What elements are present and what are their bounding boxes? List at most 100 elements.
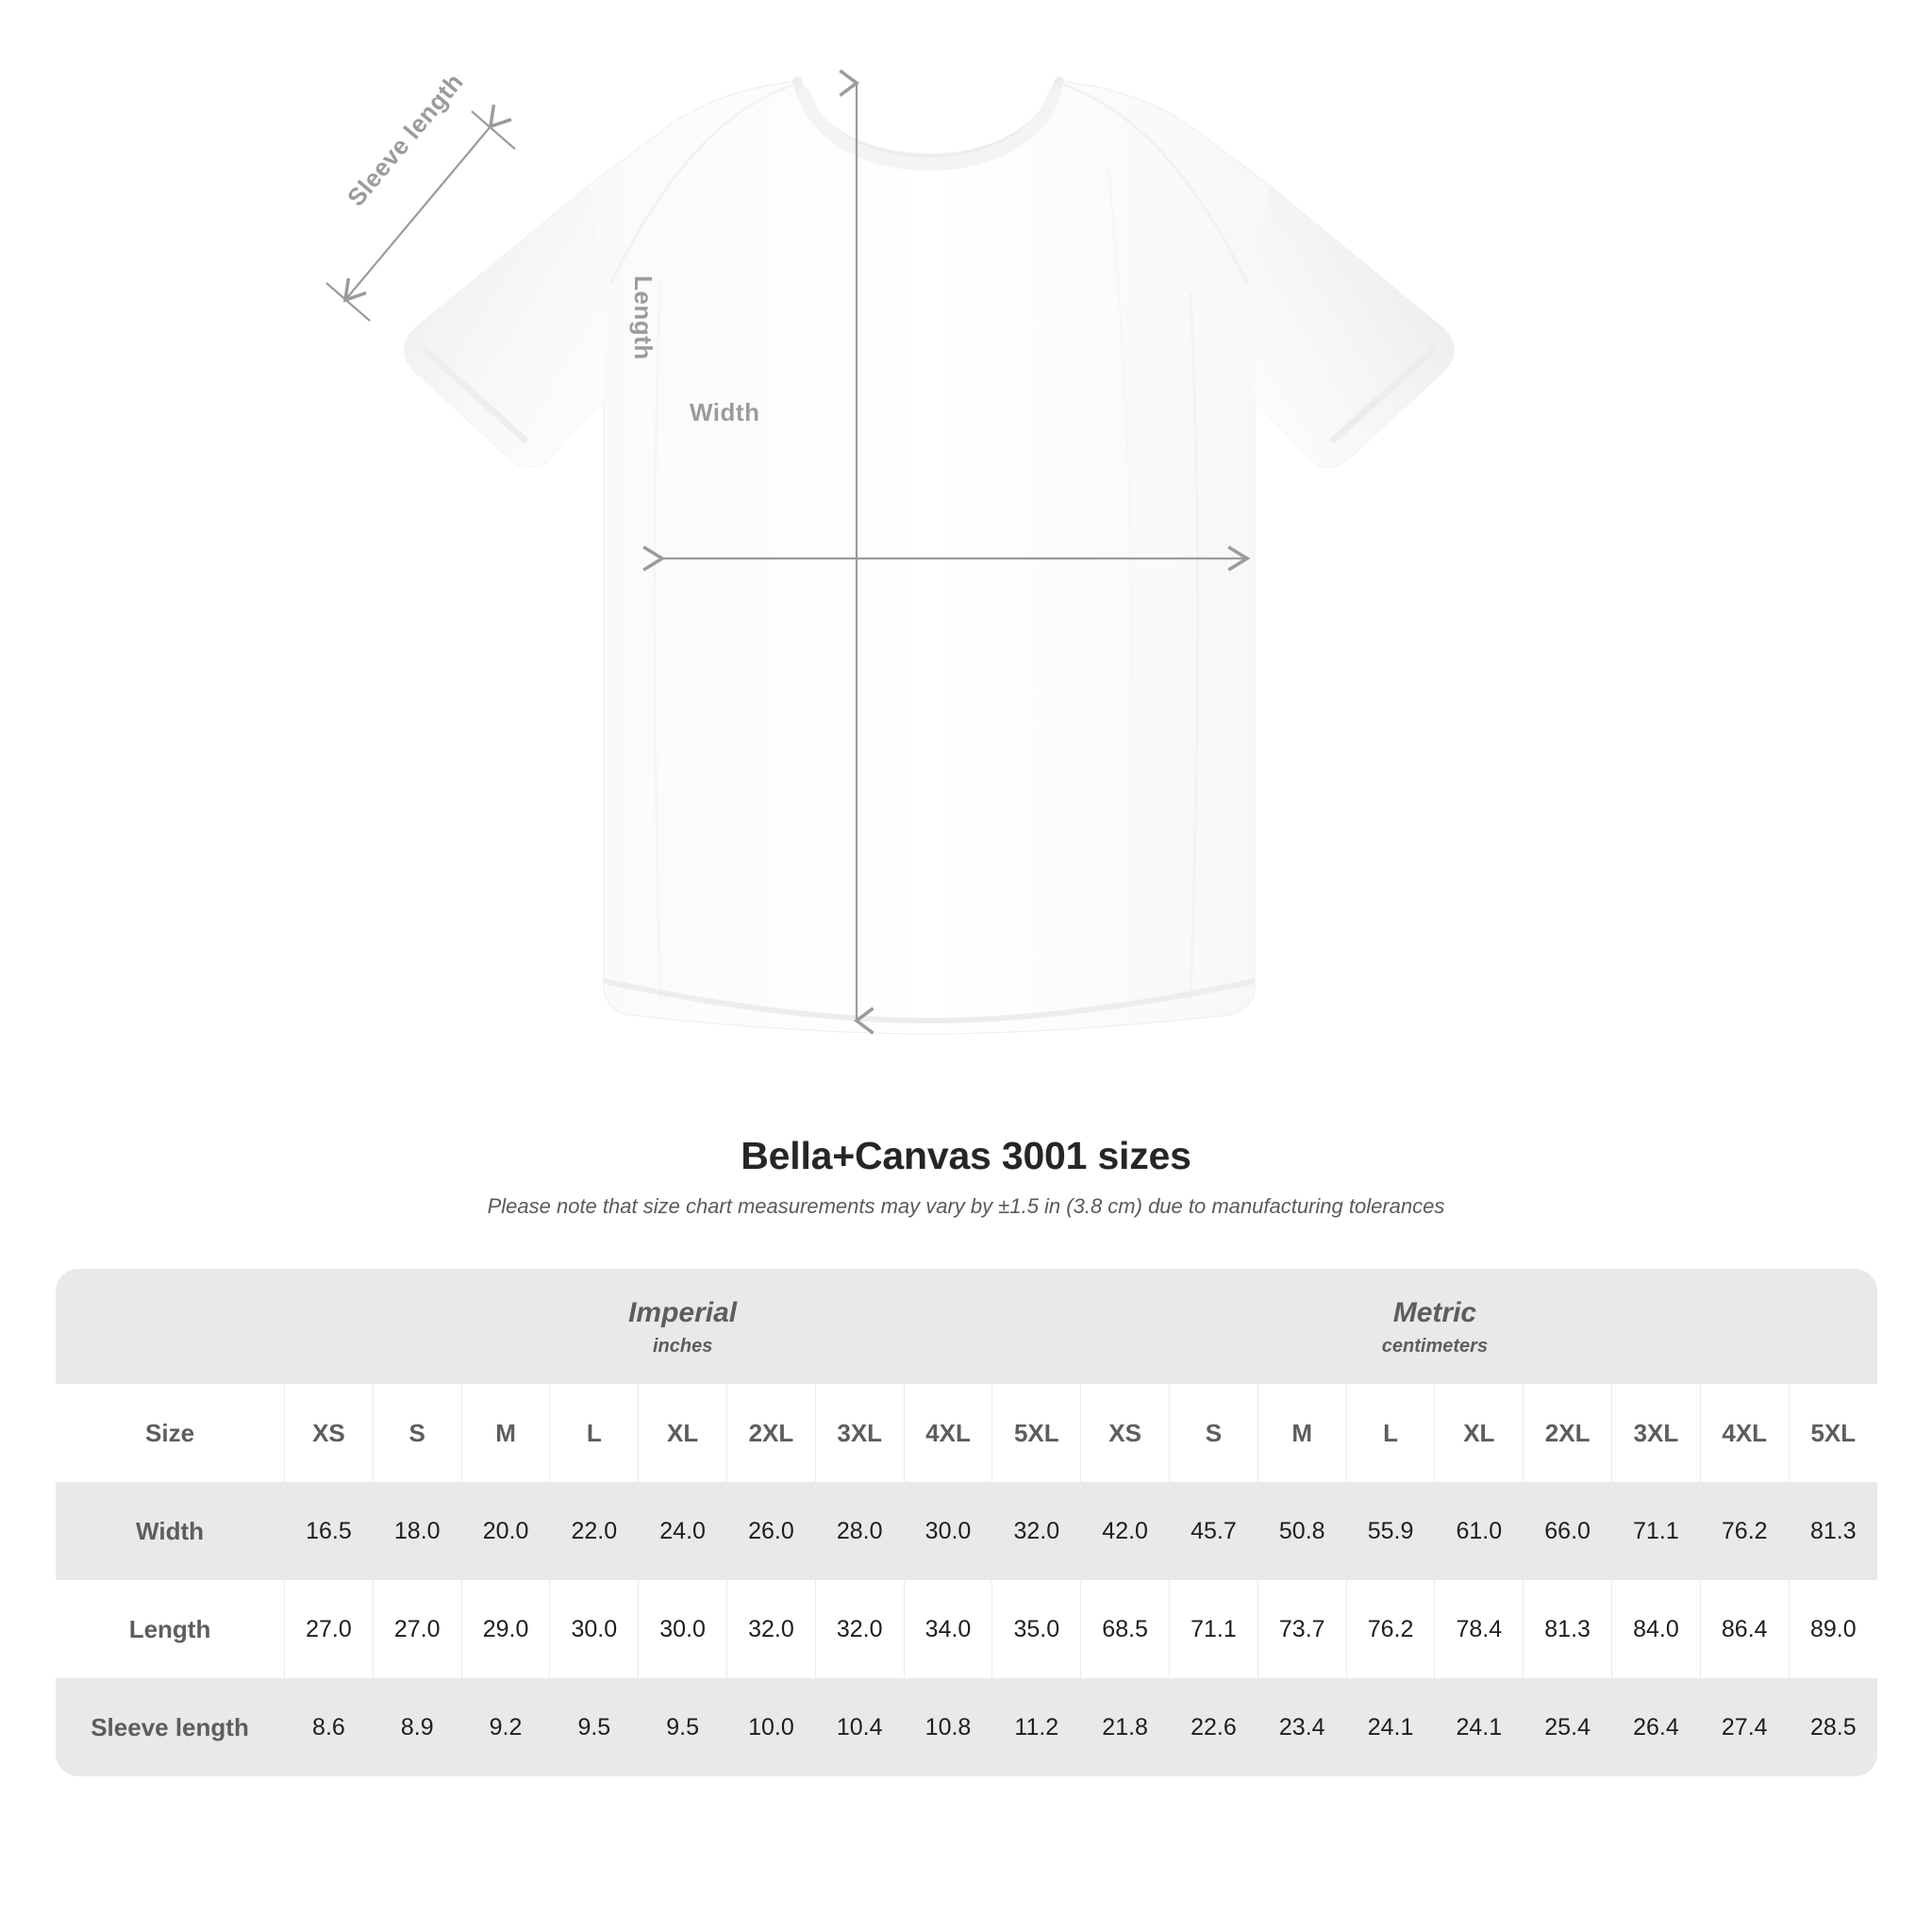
cell-sleeve-imperial-xs: 8.6 [284,1678,374,1776]
cell-length-imperial-2xl: 32.0 [726,1580,816,1678]
cell-sleeve-imperial-3xl: 10.4 [814,1678,905,1776]
length-label: Length [629,275,658,360]
cell-width-metric-xs: 42.0 [1080,1482,1171,1580]
column-header-imperial-2xl: 2XL [726,1384,816,1482]
cell-sleeve-imperial-l: 9.5 [549,1678,640,1776]
column-header-imperial-3xl: 3XL [814,1384,905,1482]
table-row: Length 27.0 27.0 29.0 30.0 30.0 32.0 32.… [56,1580,1877,1678]
row-header-length: Length [56,1580,286,1678]
cell-width-imperial-xl: 24.0 [638,1482,728,1580]
unit-header-imperial: Imperial inches [284,1269,1081,1384]
cell-width-imperial-s: 18.0 [372,1482,462,1580]
cell-length-imperial-3xl: 32.0 [814,1580,905,1678]
cell-sleeve-metric-l: 24.1 [1345,1678,1436,1776]
measurement-arrows [325,69,1251,1035]
size-chart-table: Imperial inches Metric centimeters Size … [56,1269,1877,1776]
cell-length-metric-m: 73.7 [1257,1580,1347,1678]
cell-width-imperial-2xl: 26.0 [726,1482,816,1580]
row-header-sleeve-length: Sleeve length [56,1678,286,1776]
column-header-metric-l: L [1345,1384,1436,1482]
unit-header-row: Imperial inches Metric centimeters [56,1269,1877,1384]
cell-sleeve-imperial-5xl: 11.2 [991,1678,1082,1776]
cell-sleeve-metric-m: 23.4 [1257,1678,1347,1776]
cell-sleeve-metric-3xl: 26.4 [1611,1678,1701,1776]
cell-width-metric-s: 45.7 [1169,1482,1258,1580]
cell-length-imperial-4xl: 34.0 [903,1580,993,1678]
sleeve-tick-top [471,110,516,150]
unit-header-imperial-unit: inches [652,1335,713,1357]
column-header-metric-s: S [1169,1384,1258,1482]
size-header-row: Size XS S M L XL 2XL 3XL 4XL 5XL XS S M … [56,1384,1877,1482]
cell-length-metric-s: 71.1 [1169,1580,1258,1678]
unit-header-metric-title: Metric [1392,1296,1477,1328]
unit-header-imperial-title: Imperial [628,1296,738,1328]
tshirt-drawing [325,69,1455,1035]
cell-length-imperial-s: 27.0 [372,1580,462,1678]
cell-width-metric-m: 50.8 [1257,1482,1347,1580]
column-header-size: Size [56,1384,286,1482]
cell-length-imperial-5xl: 35.0 [991,1580,1082,1678]
width-label: Width [690,398,760,426]
cell-length-metric-2xl: 81.3 [1523,1580,1613,1678]
cell-width-imperial-4xl: 30.0 [903,1482,993,1580]
column-header-metric-4xl: 4XL [1699,1384,1790,1482]
cell-width-imperial-m: 20.0 [460,1482,551,1580]
cell-sleeve-imperial-4xl: 10.8 [903,1678,993,1776]
cell-length-imperial-l: 30.0 [549,1580,640,1678]
cell-sleeve-imperial-xl: 9.5 [638,1678,728,1776]
cell-sleeve-metric-5xl: 28.5 [1788,1678,1877,1776]
column-header-metric-3xl: 3XL [1611,1384,1701,1482]
cell-length-metric-l: 76.2 [1345,1580,1436,1678]
cell-sleeve-metric-xs: 21.8 [1080,1678,1171,1776]
cell-width-imperial-3xl: 28.0 [814,1482,905,1580]
cell-width-imperial-5xl: 32.0 [991,1482,1082,1580]
column-header-imperial-xl: XL [638,1384,728,1482]
cell-sleeve-metric-2xl: 25.4 [1523,1678,1613,1776]
cell-length-metric-3xl: 84.0 [1611,1580,1701,1678]
column-header-imperial-4xl: 4XL [903,1384,993,1482]
cell-width-metric-3xl: 71.1 [1611,1482,1701,1580]
tshirt-illustration: Sleeve length Length Width [325,68,1455,1035]
cell-sleeve-metric-s: 22.6 [1169,1678,1258,1776]
cell-width-metric-2xl: 66.0 [1523,1482,1613,1580]
cell-sleeve-imperial-s: 8.9 [372,1678,462,1776]
column-header-imperial-5xl: 5XL [991,1384,1082,1482]
cell-length-metric-4xl: 86.4 [1699,1580,1790,1678]
cell-length-metric-xl: 78.4 [1434,1580,1524,1678]
cell-sleeve-metric-4xl: 27.4 [1699,1678,1790,1776]
cell-length-imperial-xl: 30.0 [638,1580,728,1678]
cell-length-imperial-m: 29.0 [460,1580,551,1678]
cell-width-metric-xl: 61.0 [1434,1482,1524,1580]
column-header-metric-xs: XS [1080,1384,1171,1482]
heading-block: Bella+Canvas 3001 sizes Please note that… [0,1132,1932,1221]
row-header-width: Width [56,1482,286,1580]
column-header-imperial-xs: XS [284,1384,374,1482]
cell-width-imperial-l: 22.0 [549,1482,640,1580]
cell-width-metric-4xl: 76.2 [1699,1482,1790,1580]
unit-header-metric: Metric centimeters [1080,1269,1790,1384]
unit-header-metric-tail [1789,1269,1877,1384]
cell-length-imperial-xs: 27.0 [284,1580,374,1678]
column-header-imperial-s: S [372,1384,462,1482]
column-header-metric-xl: XL [1434,1384,1524,1482]
page-title: Bella+Canvas 3001 sizes [741,1134,1191,1177]
cell-sleeve-imperial-m: 9.2 [460,1678,551,1776]
size-chart-container: Imperial inches Metric centimeters Size … [56,1269,1877,1776]
unit-header-metric-unit: centimeters [1381,1335,1489,1357]
table-row: Width 16.5 18.0 20.0 22.0 24.0 26.0 28.0… [56,1482,1877,1580]
sleeve-tick-bottom [325,282,371,322]
sleeve-arrow [342,104,512,303]
cell-sleeve-metric-xl: 24.1 [1434,1678,1524,1776]
cell-length-metric-xs: 68.5 [1080,1580,1171,1678]
column-header-metric-2xl: 2XL [1523,1384,1613,1482]
column-header-imperial-m: M [460,1384,551,1482]
cell-width-metric-l: 55.9 [1345,1482,1436,1580]
column-header-imperial-l: L [549,1384,640,1482]
cell-length-metric-5xl: 89.0 [1788,1580,1877,1678]
cell-width-metric-5xl: 81.3 [1788,1482,1877,1580]
unit-header-spacer [56,1269,285,1384]
cell-width-imperial-xs: 16.5 [284,1482,374,1580]
cell-sleeve-imperial-2xl: 10.0 [726,1678,816,1776]
column-header-metric-m: M [1257,1384,1347,1482]
column-header-metric-5xl: 5XL [1788,1384,1877,1482]
